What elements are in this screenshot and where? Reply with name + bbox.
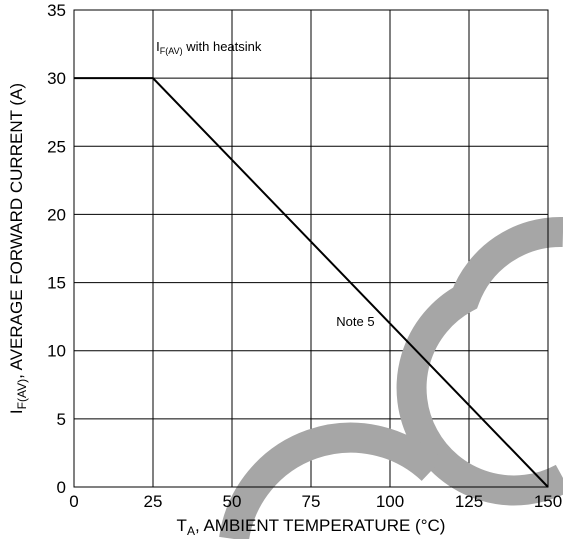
y-axis-label-rest: , AVERAGE FORWARD CURRENT (A) (7, 83, 26, 379)
y-axis-label-sub: F(AV) (15, 379, 29, 409)
y-tick-label: 15 (47, 274, 66, 293)
y-axis-label: IF(AV), AVERAGE FORWARD CURRENT (A) (7, 83, 29, 414)
annotations: IF(AV) with heatsink Note 5 (156, 39, 374, 329)
x-axis-label-rest: , AMBIENT TEMPERATURE (°C) (195, 516, 446, 535)
y-tick-label: 0 (57, 478, 66, 497)
y-axis-label-main: I (7, 409, 26, 414)
x-axis-label-sub: A (187, 524, 195, 538)
x-tick-label: 50 (223, 492, 242, 511)
x-axis-label: TA, AMBIENT TEMPERATURE (°C) (177, 516, 446, 538)
watermark-arc-lower (219, 422, 443, 539)
x-tick-labels: 0 25 50 75 100 125 150 (69, 492, 562, 511)
x-tick-label: 0 (69, 492, 78, 511)
y-tick-label: 20 (47, 205, 66, 224)
plot-frame (73, 9, 549, 488)
x-axis-label-main: T (177, 516, 187, 535)
watermark-logo (219, 216, 563, 539)
grid-lines (74, 10, 548, 487)
y-tick-label: 35 (47, 1, 66, 20)
x-tick-label: 100 (376, 492, 404, 511)
watermark-arc-upper (396, 216, 563, 506)
x-tick-label: 25 (144, 492, 163, 511)
y-tick-labels: 0 5 10 15 20 25 30 35 (47, 1, 66, 497)
y-tick-label: 10 (47, 342, 66, 361)
annotation-label: Note 5 (336, 314, 374, 329)
annotation-label: IF(AV) with heatsink (156, 39, 262, 56)
x-tick-label: 125 (455, 492, 483, 511)
y-tick-label: 5 (57, 410, 66, 429)
series-line (74, 77, 549, 488)
x-tick-label: 75 (302, 492, 321, 511)
x-tick-label: 150 (534, 492, 562, 511)
y-tick-label: 25 (47, 137, 66, 156)
y-tick-label: 30 (47, 69, 66, 88)
series-layer (74, 77, 549, 488)
